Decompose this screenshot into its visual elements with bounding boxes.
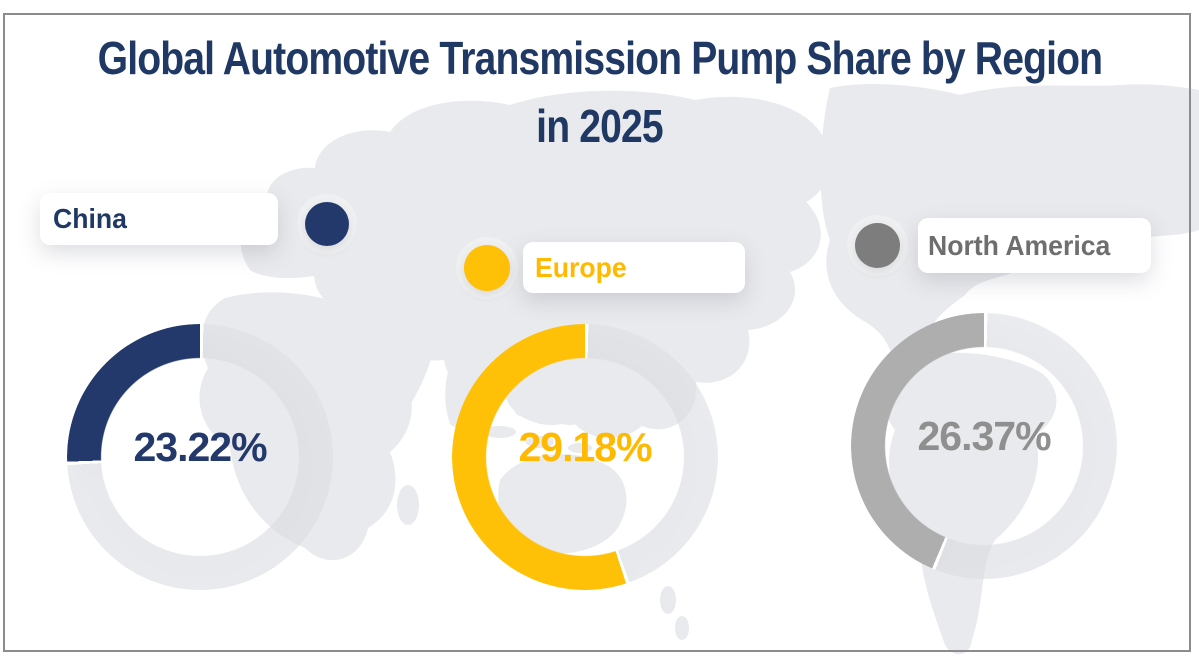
donut-ring-north-america [851, 313, 1117, 579]
legend-label-china: China [40, 193, 278, 245]
title-line-2: in 2025 [536, 100, 664, 152]
map-new-zealand [660, 586, 676, 614]
legend-dot-china [305, 202, 349, 246]
donut-value-china: 23.22% [133, 424, 267, 470]
donut-chart-china: 23.22% [67, 324, 333, 590]
legend-label-europe: Europe [523, 242, 745, 293]
map-new-zealand [675, 616, 689, 640]
legend-dot-europe [464, 245, 510, 291]
donut-ring-europe [452, 324, 718, 590]
title-line-1: Global Automotive Transmission Pump Shar… [97, 32, 1102, 84]
donut-ring-china [67, 324, 333, 590]
legend-label-china-text: China [53, 203, 127, 234]
legend-label-north-america: North America [918, 218, 1151, 273]
donut-chart-north-america: 26.37% [851, 313, 1117, 579]
legend-dot-north-america [855, 223, 900, 268]
legend-label-north-america-text: North America [928, 229, 1111, 261]
donut-value-north-america: 26.37% [917, 413, 1051, 459]
legend-label-europe-text: Europe [535, 251, 627, 283]
map-madagascar [397, 485, 419, 525]
donut-chart-europe: 29.18% [452, 324, 718, 590]
chart-title: Global Automotive Transmission Pump Shar… [0, 30, 1199, 166]
donut-value-europe: 29.18% [518, 424, 652, 470]
